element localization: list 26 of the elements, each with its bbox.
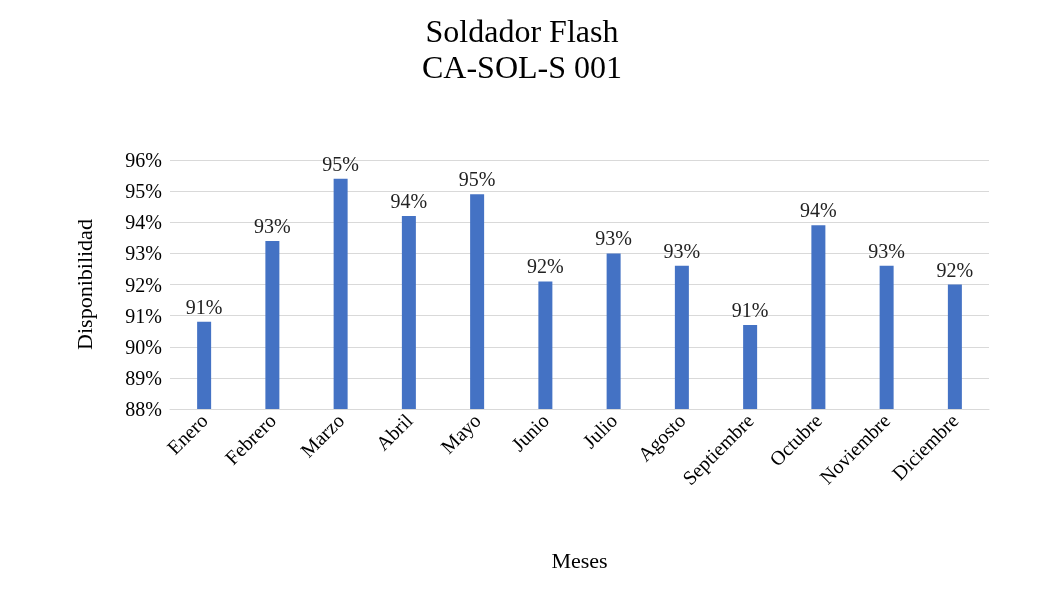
data-label: 93% [663,239,701,262]
data-label: 92% [936,258,974,281]
data-label: 94% [800,199,837,222]
y-tick-label: 96% [125,149,162,171]
y-tick-label: 93% [125,242,162,265]
y-tick-label: 90% [125,335,162,358]
data-label: 91% [185,295,223,318]
y-tick-label: 89% [125,366,162,389]
data-label: 95% [322,152,359,175]
y-tick-label: 94% [125,211,162,234]
chart-title: Soldador Flash [425,13,619,49]
y-tick-label: 91% [125,304,162,327]
y-tick-label: 88% [125,398,162,420]
data-label: 95% [458,168,496,191]
data-label: 93% [595,227,632,250]
y-tick-label: 92% [125,273,162,296]
x-axis-title: Meses [551,547,608,573]
data-label: 92% [527,255,564,278]
y-tick-label: 95% [125,180,162,203]
data-label: 91% [731,298,769,321]
data-label: 93% [254,214,291,237]
y-axis-title: Disponibilidad [71,219,97,350]
x-tick-label: Julio [578,409,622,453]
data-label: 94% [390,190,428,213]
chart-subtitle: CA-SOL-S 001 [421,49,623,85]
data-label: 93% [868,239,905,262]
